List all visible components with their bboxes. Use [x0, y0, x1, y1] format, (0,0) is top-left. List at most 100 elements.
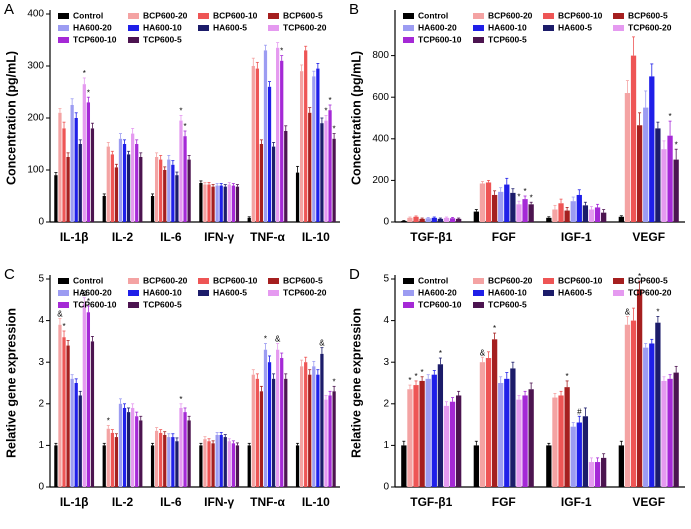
bar — [251, 374, 255, 487]
bar — [70, 378, 74, 487]
annotation: * — [421, 368, 424, 377]
bar — [187, 420, 191, 487]
bar — [449, 401, 456, 487]
bar — [280, 60, 284, 222]
bar — [437, 218, 444, 222]
annotation: & — [480, 348, 486, 357]
bar — [425, 378, 431, 487]
legend-swatch — [473, 290, 484, 296]
bar — [110, 154, 114, 222]
y-tick-label: 0 — [383, 217, 389, 228]
bar — [175, 175, 179, 222]
x-tick-label: IL-2 — [112, 230, 134, 244]
annotation: # — [577, 407, 582, 416]
bar — [332, 391, 336, 487]
x-tick-label: TNF-α — [250, 230, 285, 244]
bar — [175, 441, 179, 487]
legend-swatch — [473, 37, 484, 43]
bar — [235, 445, 240, 487]
y-tick-label: 5 — [38, 274, 44, 285]
x-tick-label: IL-1β — [60, 230, 89, 244]
annotation: * — [638, 272, 641, 281]
annotation: * — [656, 308, 659, 317]
bar — [570, 426, 576, 487]
bar — [167, 159, 171, 222]
x-tick-label: IFN-γ — [204, 230, 234, 244]
bar — [649, 343, 655, 487]
bar — [667, 135, 673, 222]
y-axis-label: Concentration (pg/mL) — [349, 51, 363, 185]
bar — [295, 172, 300, 222]
bar — [227, 441, 231, 487]
bar — [247, 217, 251, 222]
bar — [564, 210, 570, 222]
bar — [324, 120, 328, 222]
bar — [183, 412, 187, 487]
bar — [667, 378, 673, 487]
x-tick-label: IGF-1 — [561, 230, 592, 244]
legend-swatch — [613, 278, 624, 284]
legend-label: HA600-20 — [73, 22, 112, 32]
x-tick-label: IL-2 — [112, 495, 134, 509]
bar — [552, 397, 558, 487]
bar — [78, 395, 82, 487]
annotation: * — [107, 417, 110, 426]
bar — [58, 112, 62, 222]
bar — [219, 185, 223, 222]
bar — [154, 430, 159, 487]
bar — [227, 184, 231, 222]
bar — [510, 368, 516, 487]
bar — [247, 445, 251, 487]
annotation: * — [87, 297, 90, 306]
bar — [401, 220, 407, 222]
bar — [316, 374, 320, 487]
bar — [295, 445, 300, 487]
bar — [203, 184, 207, 222]
legend-swatch — [403, 13, 414, 19]
bar — [618, 445, 624, 487]
bar — [259, 391, 264, 487]
bar — [312, 366, 316, 487]
bar — [54, 445, 58, 487]
bar — [491, 339, 498, 487]
bar — [304, 362, 308, 487]
bar — [504, 378, 510, 487]
bar — [150, 196, 155, 222]
bar — [179, 120, 183, 222]
y-tick-label: 300 — [27, 61, 44, 72]
legend-label: TCP600-5 — [488, 34, 527, 44]
bar — [223, 437, 227, 487]
x-tick-label: VEGF — [632, 230, 665, 244]
bar — [179, 407, 183, 487]
legend-swatch — [473, 302, 484, 308]
bar — [276, 349, 280, 487]
legend-label: BCP600-10 — [213, 10, 258, 20]
annotation: * — [179, 107, 182, 116]
legend-swatch — [543, 290, 554, 296]
bar — [280, 358, 284, 487]
bar — [582, 416, 589, 487]
bar — [649, 76, 655, 223]
panel-label: A — [4, 1, 14, 18]
bar — [299, 366, 304, 487]
y-tick-label: 800 — [372, 50, 389, 61]
legend-swatch — [403, 278, 414, 284]
annotation: * — [83, 69, 86, 78]
bar — [259, 144, 264, 222]
annotation: * — [87, 88, 90, 97]
bar — [114, 437, 119, 487]
bar — [516, 204, 522, 222]
bar — [473, 211, 479, 222]
bar — [251, 66, 255, 222]
bar — [546, 445, 552, 487]
bar — [163, 435, 167, 487]
bar — [211, 186, 215, 222]
bar — [102, 196, 106, 222]
bar — [135, 416, 139, 487]
bar — [312, 76, 316, 223]
annotation: * — [414, 372, 417, 381]
y-tick-label: 200 — [27, 113, 44, 124]
legend-label: HA600-5 — [558, 287, 592, 297]
legend-label: HA600-10 — [143, 287, 182, 297]
legend-label: TCP600-10 — [418, 34, 462, 44]
